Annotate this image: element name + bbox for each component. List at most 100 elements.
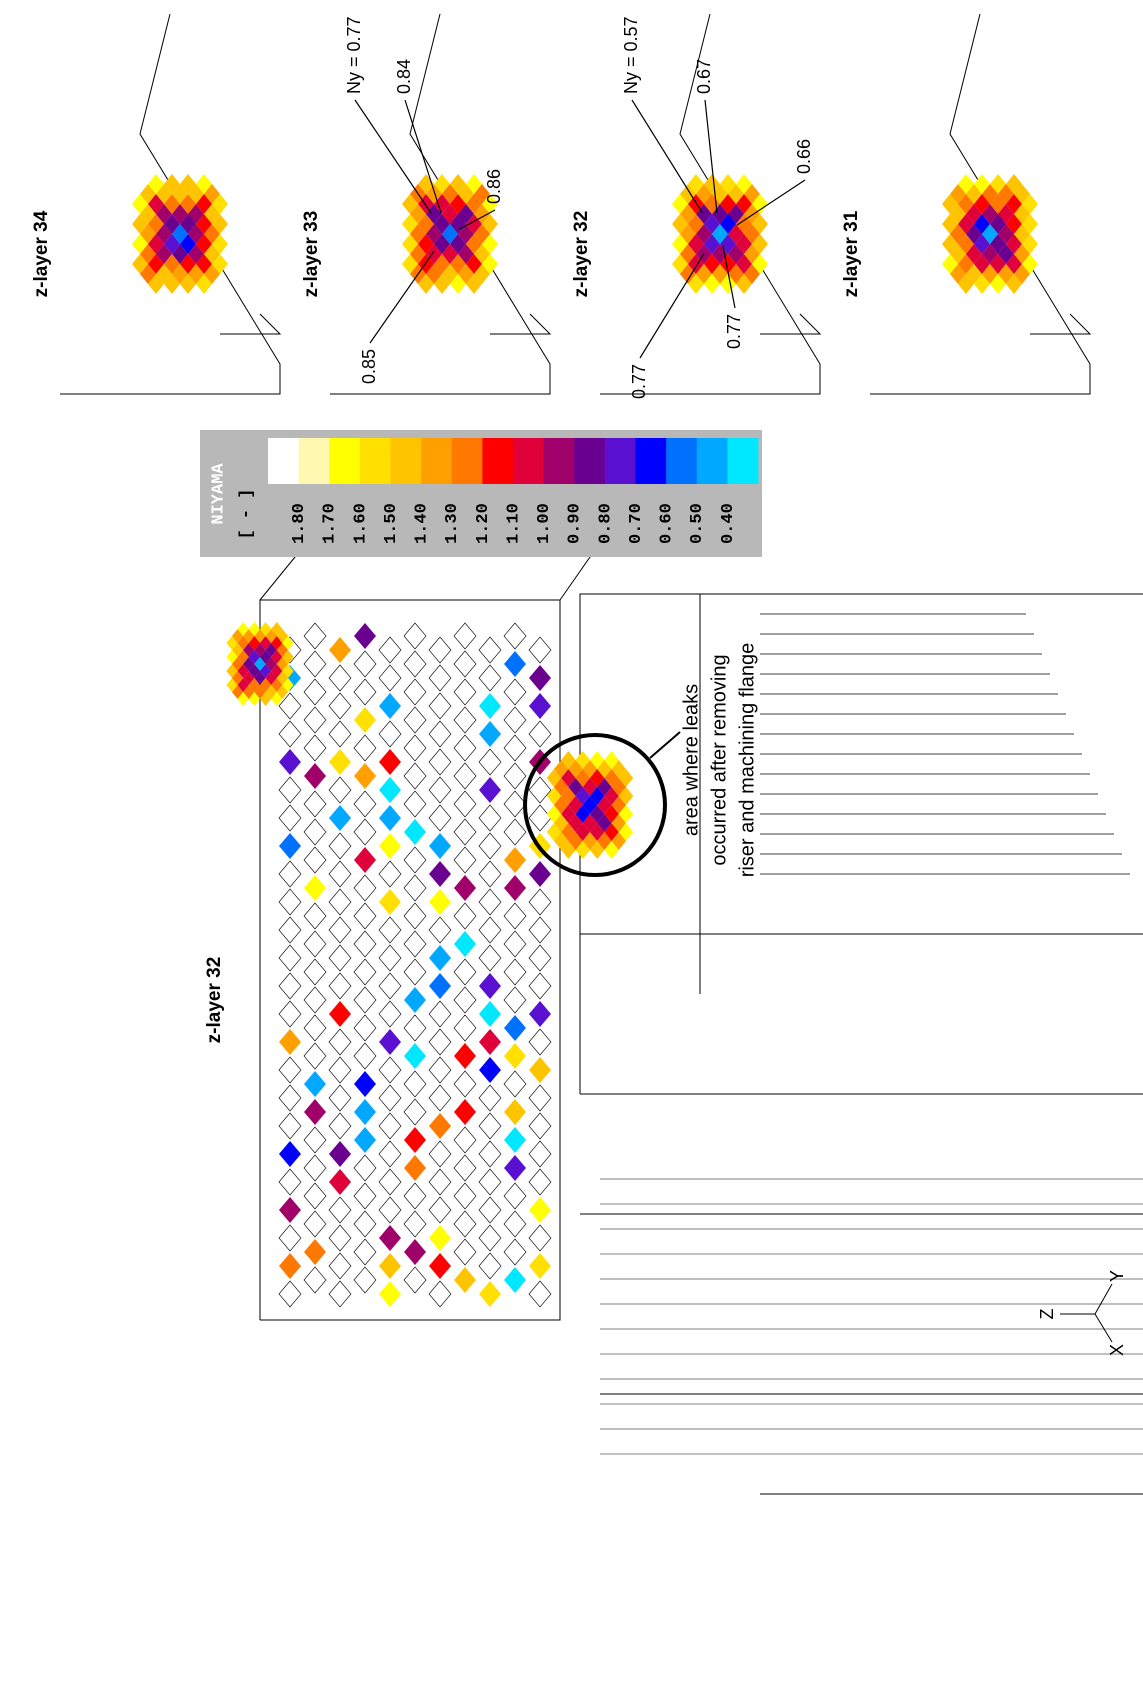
cell (329, 693, 351, 719)
cell (304, 931, 326, 957)
legend-swatch (452, 438, 483, 484)
legend-label: 0.40 (719, 503, 738, 544)
cell (354, 903, 376, 929)
cell (329, 665, 351, 691)
cell (504, 931, 526, 957)
panel-label: 0.86 (484, 169, 504, 204)
panel-label: 0.67 (694, 59, 714, 94)
cell (304, 1267, 326, 1293)
cell (504, 875, 526, 901)
outline (580, 594, 1143, 1094)
legend-swatch (697, 438, 728, 484)
cell (429, 1057, 451, 1083)
panel-title: z-layer 32 (571, 211, 592, 298)
cell (404, 931, 426, 957)
cell (329, 749, 351, 775)
cell (304, 1071, 326, 1097)
legend-swatch (329, 438, 360, 484)
cell (329, 861, 351, 887)
cell (354, 1267, 376, 1293)
legend-label: 1.10 (504, 503, 523, 544)
legend-swatch (727, 438, 758, 484)
cell (354, 1099, 376, 1125)
cell (479, 805, 501, 831)
cell (454, 763, 476, 789)
legend-swatch (666, 438, 697, 484)
cell (404, 1183, 426, 1209)
cell (529, 1113, 551, 1139)
cell (404, 875, 426, 901)
axis-label: X (1107, 1344, 1127, 1356)
cell (429, 805, 451, 831)
cell (479, 1057, 501, 1083)
cell (504, 1071, 526, 1097)
cell (454, 1099, 476, 1125)
cell (504, 679, 526, 705)
cell (504, 1183, 526, 1209)
legend-title: NIYAMA (209, 463, 228, 525)
cell (354, 959, 376, 985)
cell (379, 1057, 401, 1083)
panel-title: z-layer 33 (301, 211, 322, 298)
panel-outline (760, 314, 820, 334)
legend-swatch (299, 438, 330, 484)
cell (479, 945, 501, 971)
legend-swatch (360, 438, 391, 484)
cell (379, 721, 401, 747)
cell (304, 1239, 326, 1265)
cell (429, 749, 451, 775)
cell (404, 1211, 426, 1237)
label-leader (632, 100, 702, 213)
cell (404, 1015, 426, 1041)
cell (354, 1015, 376, 1041)
cell (404, 1267, 426, 1293)
cell (454, 959, 476, 985)
legend-label: 0.80 (596, 503, 615, 544)
cell (279, 1113, 301, 1139)
cell (429, 637, 451, 663)
cell (304, 1015, 326, 1041)
cell (479, 1225, 501, 1251)
legend-label: 0.90 (566, 503, 585, 544)
cell (429, 861, 451, 887)
cell (529, 721, 551, 747)
cell (279, 861, 301, 887)
cell (479, 777, 501, 803)
cell (379, 1253, 401, 1279)
cell (429, 973, 451, 999)
cell (479, 973, 501, 999)
cell (429, 889, 451, 915)
axis-triad (1060, 1284, 1112, 1342)
cell (304, 651, 326, 677)
cell (479, 1001, 501, 1027)
cell (304, 875, 326, 901)
cell (379, 805, 401, 831)
cell (279, 721, 301, 747)
legend-label: 1.20 (474, 503, 493, 544)
cell (504, 623, 526, 649)
cell (404, 651, 426, 677)
cell (454, 1071, 476, 1097)
cell (304, 735, 326, 761)
cell (504, 1239, 526, 1265)
cell (429, 777, 451, 803)
cell (379, 973, 401, 999)
legend-label: 1.70 (321, 503, 340, 544)
cell (479, 1141, 501, 1167)
cell (404, 1127, 426, 1153)
cell (304, 819, 326, 845)
cell (379, 861, 401, 887)
cell (354, 707, 376, 733)
cell (454, 987, 476, 1013)
cell (379, 1029, 401, 1055)
legend-swatch (574, 438, 605, 484)
cell (279, 1225, 301, 1251)
cell (529, 945, 551, 971)
cell (379, 889, 401, 915)
cell (379, 1281, 401, 1307)
cell (329, 1085, 351, 1111)
cell (529, 1001, 551, 1027)
cell (454, 791, 476, 817)
cell (504, 791, 526, 817)
cell (279, 917, 301, 943)
